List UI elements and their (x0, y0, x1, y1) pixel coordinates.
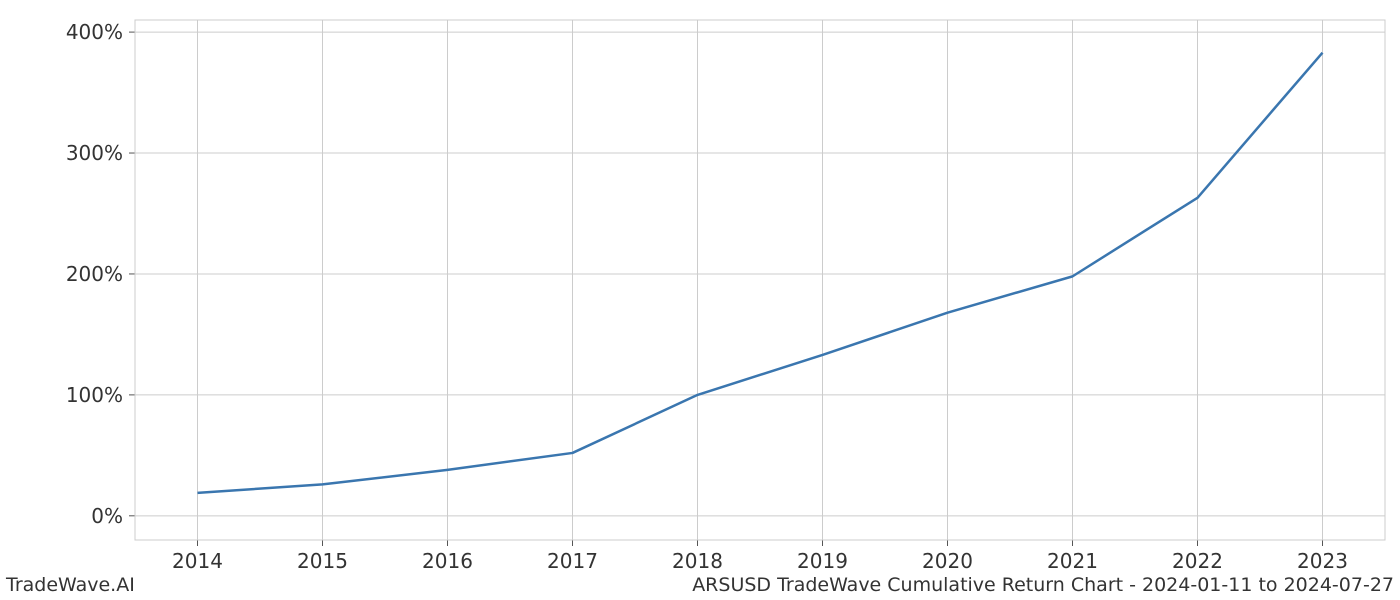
x-tick-label: 2022 (1172, 549, 1223, 573)
y-tick-label: 300% (66, 141, 123, 165)
x-tick-label: 2016 (422, 549, 473, 573)
footer-right-text: ARSUSD TradeWave Cumulative Return Chart… (692, 574, 1394, 596)
x-tick-label: 2017 (547, 549, 598, 573)
x-tick-label: 2021 (1047, 549, 1098, 573)
y-tick-label: 200% (66, 262, 123, 286)
y-tick-label: 0% (91, 504, 123, 528)
chart-bg (0, 0, 1400, 600)
y-tick-label: 400% (66, 20, 123, 44)
x-tick-label: 2015 (297, 549, 348, 573)
line-chart: 2014 2015 2016 2017 2018 2019 2020 2021 2022 2023… (0, 0, 1400, 600)
footer-left-text: TradeWave.AI (6, 574, 135, 596)
y-tick-label: 100% (66, 383, 123, 407)
x-tick-label: 2018 (672, 549, 723, 573)
chart-container: 2014 2015 2016 2017 2018 2019 2020 2021 2022 2023… (0, 0, 1400, 600)
x-tick-label: 2020 (922, 549, 973, 573)
x-tick-label: 2019 (797, 549, 848, 573)
x-tick-label: 2023 (1297, 549, 1348, 573)
x-tick-label: 2014 (172, 549, 223, 573)
